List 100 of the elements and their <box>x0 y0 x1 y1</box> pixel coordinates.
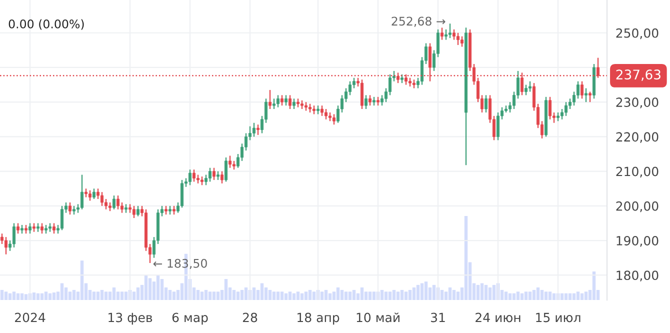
bar <box>284 293 288 300</box>
candlestick <box>528 80 532 92</box>
bar <box>268 290 272 300</box>
candlestick <box>280 94 284 106</box>
bar <box>272 292 276 300</box>
bar <box>516 292 520 300</box>
candlestick <box>360 79 364 110</box>
bar <box>540 290 544 300</box>
bar <box>264 287 268 300</box>
bar <box>480 283 484 300</box>
candlestick <box>548 96 552 120</box>
candlestick <box>444 28 448 40</box>
candlestick <box>116 194 120 210</box>
candlestick <box>364 94 368 110</box>
candlestick <box>4 236 8 255</box>
bar <box>232 290 236 300</box>
bar <box>36 293 40 300</box>
candlestick <box>272 98 276 110</box>
x-tick-label: 10 май <box>356 312 400 322</box>
candlestick <box>224 156 228 182</box>
bar <box>200 292 204 300</box>
bar <box>424 282 428 300</box>
bar <box>512 293 516 300</box>
y-tick-label: 190,00 <box>616 236 658 247</box>
bar <box>444 292 448 300</box>
candlestick <box>80 174 84 210</box>
candlestick <box>448 23 452 39</box>
bar <box>544 292 548 300</box>
bar <box>404 292 408 300</box>
candlestick <box>16 222 20 234</box>
candlestick <box>120 202 124 214</box>
candlestick <box>68 202 72 216</box>
candlestick <box>132 205 136 219</box>
candlestick <box>496 112 500 141</box>
candlestick <box>484 94 488 114</box>
bar <box>416 284 420 300</box>
bar <box>484 284 488 300</box>
bar <box>520 293 524 300</box>
x-tick-label: 31 <box>431 312 445 322</box>
bar <box>508 293 512 300</box>
candlestick <box>60 205 64 231</box>
bar <box>280 292 284 300</box>
bar <box>204 290 208 300</box>
x-tick-label: 28 <box>242 312 258 322</box>
bar <box>100 290 104 300</box>
candlestick <box>288 94 292 110</box>
bar <box>488 287 492 300</box>
bar <box>156 274 160 300</box>
bar <box>400 290 404 300</box>
candlestick <box>180 179 184 208</box>
bar <box>224 279 228 300</box>
candlestick <box>40 222 44 234</box>
y-tick-label: 200,00 <box>616 201 658 212</box>
bar <box>332 292 336 300</box>
candlestick <box>252 122 256 138</box>
bar <box>276 292 280 300</box>
bar <box>16 293 20 300</box>
candlestick <box>284 94 288 106</box>
bar <box>368 292 372 300</box>
bar <box>64 287 68 300</box>
candlestick <box>0 233 4 245</box>
bar <box>396 292 400 300</box>
candlestick <box>28 222 32 234</box>
candlestick <box>104 198 108 210</box>
x-tick-label: 6 мар <box>172 312 208 325</box>
bar <box>572 293 576 300</box>
bar <box>236 292 240 300</box>
candlestick <box>560 108 564 120</box>
bar <box>536 287 540 300</box>
annotation: 0.00 (0.00%) <box>8 19 84 30</box>
bar <box>456 292 460 300</box>
bar <box>420 283 424 300</box>
bar <box>340 290 344 300</box>
bar <box>336 287 340 300</box>
bar <box>528 292 532 300</box>
candlestick <box>212 167 216 181</box>
y-tick-label: 220,00 <box>616 132 658 143</box>
bar <box>148 278 152 300</box>
bar <box>568 293 572 300</box>
candlestick <box>568 98 572 110</box>
bar <box>384 292 388 300</box>
candlestick <box>268 89 272 110</box>
bar <box>592 271 596 300</box>
candlestick <box>136 205 140 217</box>
bar <box>52 292 56 300</box>
annotation: 252,68 → <box>392 16 446 27</box>
candlestick <box>112 194 116 210</box>
annotation: ← 183,50 <box>153 258 207 270</box>
candlestick <box>192 169 196 182</box>
bar <box>388 292 392 300</box>
candlestick <box>368 94 372 106</box>
candlestick <box>584 88 588 103</box>
bar <box>292 293 296 300</box>
candlestick <box>100 192 104 206</box>
bar <box>72 290 76 300</box>
bar <box>116 292 120 300</box>
candlestick <box>92 188 96 200</box>
bar <box>532 290 536 300</box>
candlestick <box>460 36 464 48</box>
bar <box>464 216 468 300</box>
